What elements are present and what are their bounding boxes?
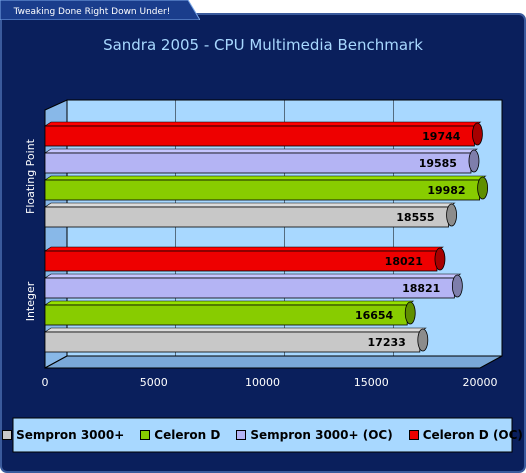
banner-tab-shape (0, 0, 200, 20)
data-label: 19585 (419, 157, 457, 170)
x-tick-label: 5000 (140, 376, 168, 389)
x-tick-label: 15000 (354, 376, 389, 389)
legend-box (12, 417, 513, 453)
bar-top-face (44, 175, 487, 181)
bar-top-face (44, 273, 462, 279)
bar-top-face (44, 246, 444, 252)
legend-item: Sempron 3000+ (OC) (236, 428, 393, 442)
banner-text: Tweaking Done Right Down Under! (13, 7, 171, 17)
value-labels: 17233 16654 18821 18021 18555 19982 19585 19744 (355, 130, 466, 349)
bar (44, 179, 481, 201)
x-tick-label: 20000 (463, 376, 498, 389)
data-label: 18555 (396, 211, 434, 224)
legend-swatch (408, 430, 419, 440)
legend-swatch (2, 430, 13, 440)
legend-item: Celeron D (140, 428, 220, 442)
bar-end-cap (472, 122, 483, 146)
bar-end-cap (451, 274, 463, 298)
x-tick-label: 0 (42, 376, 49, 389)
legend-label: Sempron 3000+ (16, 428, 125, 442)
bars-group (44, 121, 489, 353)
data-label: 19744 (422, 130, 461, 143)
bar-end-cap (477, 176, 489, 200)
bar (44, 206, 449, 228)
banner-tab: Tweaking Done Right Down Under! (0, 0, 200, 20)
bar-top-face (44, 300, 415, 306)
bar-top-face (44, 327, 427, 333)
bar-end-cap (404, 301, 416, 325)
plot-floor (44, 355, 503, 369)
bar (44, 152, 472, 174)
bar-top-face (44, 202, 456, 208)
bar-end-cap (434, 247, 446, 271)
bar-top-face (44, 121, 482, 127)
bar (44, 250, 438, 272)
legend-swatch (236, 430, 247, 440)
bar-end-cap (446, 203, 457, 227)
bar-end-cap (468, 149, 480, 173)
bar (44, 277, 455, 299)
data-label: 18021 (385, 255, 423, 268)
category-labels: Integer Floating Point (24, 138, 37, 321)
x-tick-label: 10000 (245, 376, 280, 389)
data-label: 16654 (355, 309, 394, 322)
legend-label: Celeron D (OC) (422, 428, 523, 442)
bar (44, 331, 421, 353)
data-label: 17233 (368, 336, 406, 349)
bar (44, 304, 408, 326)
legend-item: Sempron 3000+ (2, 428, 124, 442)
legend-item: Celeron D (OC) (408, 428, 523, 442)
x-axis-ticks: 0 5000 10000 15000 20000 (42, 376, 498, 389)
legend-label: Sempron 3000+ (OC) (250, 428, 393, 442)
legend-label: Celeron D (154, 428, 221, 442)
chart-title: Sandra 2005 - CPU Multimedia Benchmark (103, 36, 423, 54)
category-label: Floating Point (24, 138, 37, 214)
bar (44, 125, 475, 147)
data-label: 18821 (402, 282, 440, 295)
legend-swatch (140, 430, 151, 440)
bar-end-cap (417, 328, 429, 352)
legend: Sempron 3000+ Celeron D Sempron 3000+ (OC)… (2, 418, 523, 452)
data-label: 19982 (427, 184, 465, 197)
bar-top-face (44, 148, 478, 154)
category-label: Integer (24, 281, 37, 321)
